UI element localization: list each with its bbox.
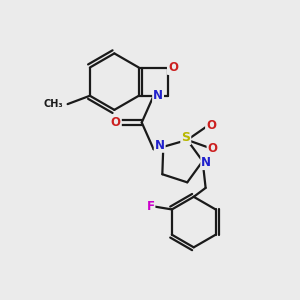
Text: CH₃: CH₃ <box>44 99 63 109</box>
Text: N: N <box>153 89 163 102</box>
Text: N: N <box>201 156 211 169</box>
Text: S: S <box>181 131 190 144</box>
Text: N: N <box>155 139 165 152</box>
Text: F: F <box>146 200 154 213</box>
Text: O: O <box>168 61 178 74</box>
Text: O: O <box>208 142 218 155</box>
Text: O: O <box>206 118 216 132</box>
Text: O: O <box>111 116 121 129</box>
